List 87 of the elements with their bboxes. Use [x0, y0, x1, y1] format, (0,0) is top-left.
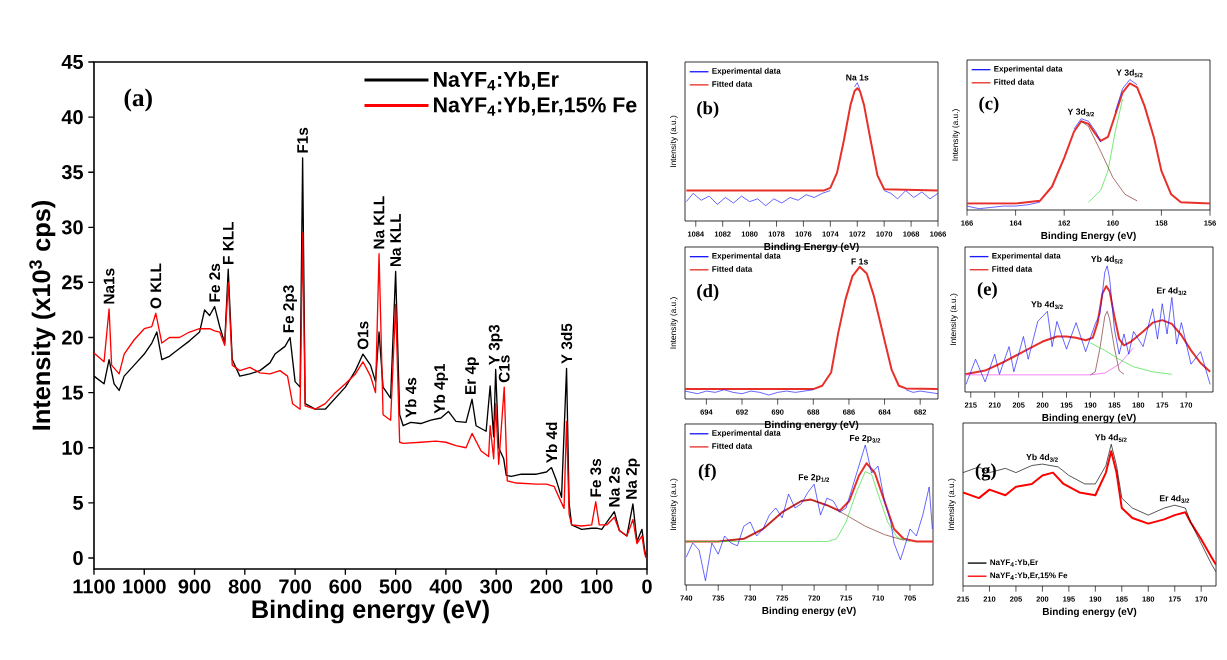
legend-label: Experimental data	[712, 429, 781, 438]
x-tick-label: 1000	[123, 579, 166, 594]
annotation: Er 4d$_{3/2}$	[1157, 287, 1187, 296]
annotation: Fe 2s	[209, 263, 221, 302]
annotation: Fe 2p$_{1/2}$	[798, 474, 830, 482]
legend-label: NaYF$_{4}$:Yb,Er,15% Fe	[434, 96, 637, 116]
annotation: Na KLL	[390, 213, 401, 267]
annotation: Y 3d5	[560, 323, 573, 364]
y-tick-label: 0	[73, 550, 83, 566]
annotation: F 1s	[851, 258, 868, 265]
annotation: Yb 4d	[545, 422, 558, 464]
x-tick-label: 300	[479, 579, 513, 594]
annotation: Fe 3s	[590, 458, 602, 497]
x-axis-title: Binding energy (eV)	[1042, 413, 1136, 424]
annotation: Na 2s	[608, 467, 620, 507]
y-tick-label: 45	[61, 55, 84, 69]
legend-label: Experimental data	[712, 67, 781, 76]
x-tick-label: 600	[329, 579, 362, 594]
y-tick-label: 40	[61, 110, 83, 125]
annotation: Y 3d$_{5/2}$	[1116, 69, 1143, 78]
x-tick-label: 800	[228, 579, 261, 594]
x-tick-label: 400	[429, 579, 462, 594]
annotation: Yb 4d$_{5/2}$	[1095, 433, 1127, 442]
annotation: F1s	[297, 127, 308, 153]
annotation: Y 3d$_{3/2}$	[1067, 108, 1095, 117]
y-tick-label: 15	[62, 385, 84, 400]
legend-label: NaYF$_{4}$:Yb,Er,15% Fe	[990, 572, 1068, 580]
annotation: O1s	[357, 321, 369, 350]
x-axis-title: Binding energy (eV)	[252, 599, 489, 624]
annotation: Er 4d$_{3/2}$	[1159, 494, 1190, 503]
annotation: Er 4p	[465, 357, 479, 394]
annotation: O KLL	[150, 263, 162, 309]
legend-label: Fitted data	[994, 78, 1035, 85]
x-axis-title: Binding energy (eV)	[762, 606, 856, 617]
annotation: C1s	[498, 355, 510, 383]
annotation: (c)	[979, 96, 999, 114]
x-axis-title: Binding energy (eV)	[764, 420, 859, 431]
annotation: Na KLL	[373, 196, 385, 249]
x-axis-title: Binding Energy (eV)	[764, 242, 859, 253]
annotation: Yb 4d$_{3/2}$	[1026, 453, 1058, 462]
legend-label: Experimental data	[712, 252, 781, 261]
x-tick-label: 900	[178, 579, 211, 594]
annotation: (f)	[698, 463, 716, 481]
x-tick-label: 200	[530, 579, 563, 594]
y-tick-label: 25	[62, 275, 84, 290]
annotation: F KLL	[222, 221, 234, 264]
y-axis-title: Intensity (a.u.)	[952, 109, 960, 161]
annotation: (a)	[124, 88, 152, 112]
legend-label: NaYF$_{4}$:Yb,Er	[990, 559, 1039, 567]
annotation: Yb 4p1	[433, 363, 449, 414]
annotation: Yb 4d$_{3/2}$	[1031, 301, 1063, 310]
y-axis-title: Intensity (a.u.)	[948, 478, 956, 530]
annotation: (e)	[977, 282, 997, 299]
annotation: Fe 2p$_{3/2}$	[849, 434, 881, 443]
annotation: Na 2p	[625, 458, 640, 499]
x-tick-label: 500	[379, 579, 412, 594]
annotation: Na 1s	[846, 74, 869, 81]
annotation: Yb 4s	[405, 377, 417, 418]
y-axis-title: Intensity (a.u.)	[950, 293, 958, 345]
y-axis-title: Intensity (a.u.)	[670, 478, 678, 530]
annotation: Fe 2p3	[283, 285, 297, 333]
legend-label: Fitted data	[712, 80, 753, 87]
legend-label: NaYF$_{4}$:Yb,Er	[434, 71, 559, 91]
y-tick-label: 35	[61, 165, 84, 180]
annotation: Na1s	[103, 268, 115, 304]
y-tick-label: 10	[62, 440, 83, 455]
annotation: (d)	[697, 284, 719, 302]
x-axis-title: Binding energy (eV)	[1042, 607, 1137, 618]
y-tick-label: 20	[62, 330, 83, 345]
y-axis-title: Intensity (a.u.)	[670, 115, 678, 167]
legend-label: Fitted data	[712, 442, 753, 449]
y-tick-label: 30	[61, 220, 83, 235]
x-axis-title: Binding Energy (eV)	[1041, 231, 1136, 242]
x-tick-label: 100	[581, 579, 613, 594]
legend-label: Fitted data	[712, 265, 753, 272]
annotation: (b)	[697, 101, 719, 119]
annotation: Yb 4d$_{5/2}$	[1091, 255, 1123, 264]
x-tick-label: 1100	[73, 579, 115, 594]
annotation: (g)	[975, 463, 996, 481]
legend-label: Experimental data	[992, 252, 1061, 261]
legend-label: Fitted data	[992, 265, 1033, 272]
legend-label: Experimental data	[994, 65, 1063, 74]
y-tick-label: 5	[73, 495, 84, 510]
y-axis-title: Intensity (a.u.)	[670, 297, 678, 349]
x-tick-label: 0	[642, 579, 652, 594]
x-tick-label: 700	[279, 579, 311, 594]
y-axis-title: Intensity (x10$^{3}$ cps)	[29, 200, 56, 430]
